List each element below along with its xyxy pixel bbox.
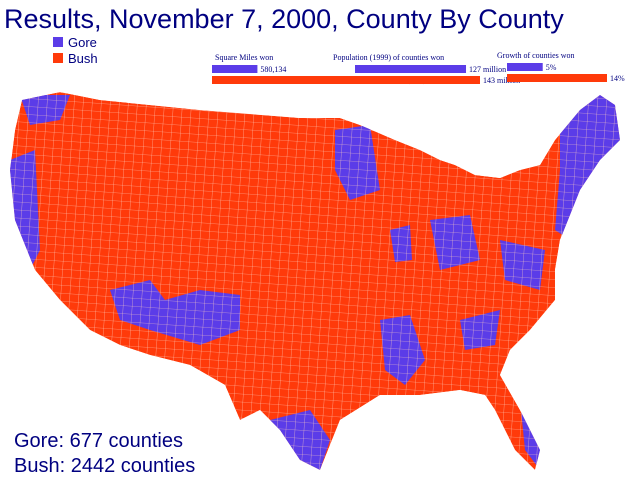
bar [355,65,467,73]
mini-charts: Square Miles won580,1342,427,039Populati… [212,51,625,85]
value-label: 580,134 [260,65,286,74]
legend-swatch [53,37,63,47]
chart-title: Growth of counties won [497,51,575,60]
value-label: 5% [546,63,557,72]
legend-swatch [53,53,63,63]
chart-title: Population (1999) of counties won [333,53,444,62]
title: Results, November 7, 2000, County By Cou… [4,4,564,34]
value-label: 14% [610,74,625,83]
value-label: 127 million [469,65,506,74]
bar [212,65,258,73]
value-label: 143 million [483,76,520,85]
bush-count: Bush: 2442 counties [14,455,195,477]
legend-label: Gore [68,35,97,50]
gore-count: Gore: 677 counties [14,430,183,452]
bar [355,76,480,84]
legend-label: Bush [68,51,98,66]
chart-title: Square Miles won [215,53,273,62]
map [10,92,620,470]
bar [507,74,607,82]
bar [507,63,543,71]
bar [212,76,402,84]
